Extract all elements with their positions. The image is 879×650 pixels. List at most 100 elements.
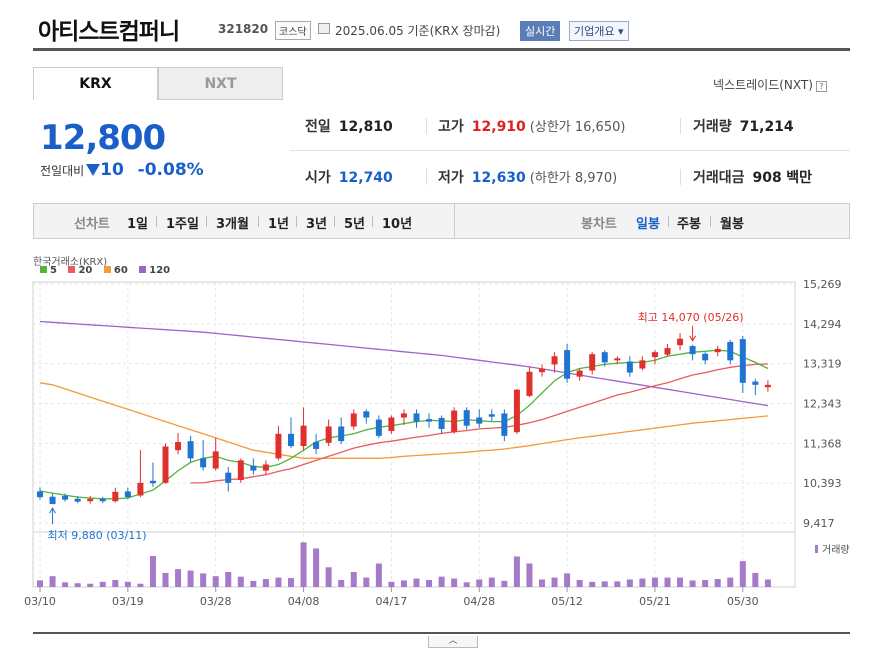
candle-body — [74, 498, 81, 502]
candle-body — [764, 384, 771, 388]
period-3m[interactable]: 3개월 — [216, 217, 249, 232]
stat-label: 저가 — [438, 170, 464, 186]
candle-daily[interactable]: 일봉 — [636, 217, 660, 232]
volume-bar — [338, 579, 345, 587]
y-tick-label: 12,343 — [803, 398, 842, 411]
tab-krx[interactable]: KRX — [33, 67, 158, 100]
candle-body — [476, 417, 483, 424]
volume-bar — [727, 577, 734, 587]
candle-body — [275, 433, 282, 459]
volume-bar — [149, 555, 156, 587]
change-amount: 10 — [100, 160, 124, 180]
line-chart-label[interactable]: 선차트 — [74, 217, 110, 232]
volume-bar — [87, 583, 94, 587]
period-1d[interactable]: 1일 — [127, 217, 149, 232]
candle-body — [187, 441, 194, 459]
ma120-line — [39, 320, 769, 407]
volume-bar — [250, 580, 257, 587]
candle-body — [212, 451, 219, 469]
candle-body — [124, 491, 131, 498]
y-tick-label: 11,368 — [803, 437, 842, 450]
period-10y[interactable]: 10년 — [382, 217, 413, 232]
x-tick-label: 04/08 — [288, 595, 320, 608]
volume-bar — [363, 577, 370, 587]
candle-body — [413, 413, 420, 422]
realtime-button[interactable]: 실시간 — [520, 21, 561, 41]
candle-body — [702, 353, 709, 361]
candle-body — [350, 413, 357, 427]
volume-bar — [225, 571, 232, 587]
company-overview-dropdown[interactable]: 기업개요 ▾ — [569, 21, 629, 41]
period-1y[interactable]: 1년 — [268, 217, 290, 232]
period-3y[interactable]: 3년 — [306, 217, 328, 232]
tab-nxt[interactable]: NXT — [158, 67, 283, 100]
volume-bar — [564, 573, 571, 587]
candle-chart-label[interactable]: 봉차트 — [581, 217, 617, 232]
legend-swatch — [68, 266, 76, 273]
help-icon[interactable]: ? — [815, 81, 827, 92]
current-price: 12,800 — [40, 118, 166, 158]
candle-body — [250, 465, 257, 471]
candle-body — [363, 411, 370, 418]
volume-bar — [187, 570, 194, 587]
stock-name: 아티스트컴퍼니 — [38, 19, 180, 45]
volume-bar — [300, 542, 307, 587]
nxt-info-label: 넥스트레이드(NXT) — [713, 78, 813, 92]
candle-body — [313, 442, 320, 449]
candle-body — [162, 446, 169, 483]
candle-body — [388, 417, 395, 431]
high-annotation: 최고 14,070 (05/26) — [638, 311, 744, 324]
volume-bar — [702, 579, 709, 587]
low-annotation: 최저 9,880 (03/11) — [48, 529, 147, 542]
legend-ma20: 20 — [68, 265, 92, 276]
toolbar-sep — [334, 216, 335, 227]
price-change: 전일대비 10 -0.08% — [40, 160, 204, 180]
volume-bar — [451, 578, 458, 587]
stat-label: 거래량 — [693, 119, 732, 135]
candle-body — [639, 360, 646, 369]
chart-title: 한국거래소(KRX) — [33, 257, 108, 268]
x-tick-label: 03/19 — [112, 595, 144, 608]
toolbar-sep — [258, 216, 259, 227]
candle-weekly[interactable]: 주봉 — [677, 217, 701, 232]
x-tick-label: 05/21 — [639, 595, 671, 608]
candle-monthly[interactable]: 월봉 — [720, 217, 744, 232]
x-tick-label: 05/12 — [551, 595, 583, 608]
volume-bar — [501, 580, 508, 587]
chevron-down-icon: ▾ — [617, 25, 624, 38]
volume-bar — [601, 581, 608, 587]
candle-body — [539, 368, 545, 373]
candle-body — [451, 410, 458, 432]
candle-body — [664, 348, 671, 355]
volume-bar — [288, 578, 294, 587]
period-5y[interactable]: 5년 — [344, 217, 366, 232]
candle-body — [626, 361, 633, 373]
stock-code: 321820 — [218, 22, 269, 36]
expand-toggle[interactable]: ︿ — [428, 636, 478, 648]
period-1w[interactable]: 1주일 — [166, 217, 199, 232]
candle-body — [677, 338, 684, 346]
y-tick-label: 9,417 — [803, 517, 835, 530]
volume-bar — [576, 579, 583, 587]
volume-bar — [112, 579, 119, 587]
base-date: 2025.06.05 기준(KRX 장마감) — [335, 24, 501, 38]
volume-bar — [689, 580, 696, 587]
legend-label: 120 — [149, 265, 171, 276]
legend-swatch — [139, 266, 147, 273]
x-tick-label: 05/30 — [727, 595, 759, 608]
volume-bar — [463, 582, 470, 587]
chart-toolbar: 선차트 1일 1주일 3개월 1년 3년 5년 10년 봉차트 일봉 주봉 월봉 — [33, 203, 850, 239]
candle-body — [325, 426, 332, 443]
toolbar-sep — [372, 216, 373, 227]
stat-low: 저가 12,630 (하한가 8,970) — [438, 167, 617, 187]
candle-body — [564, 350, 571, 379]
volume-bar — [212, 576, 219, 587]
volume-bar — [400, 580, 407, 587]
stat-label: 고가 — [438, 119, 464, 135]
candle-body — [37, 491, 43, 498]
volume-bar — [614, 581, 621, 587]
candle-body — [262, 464, 269, 471]
volume-bar — [739, 561, 746, 587]
stat-volume: 거래량 71,214 — [693, 116, 794, 136]
